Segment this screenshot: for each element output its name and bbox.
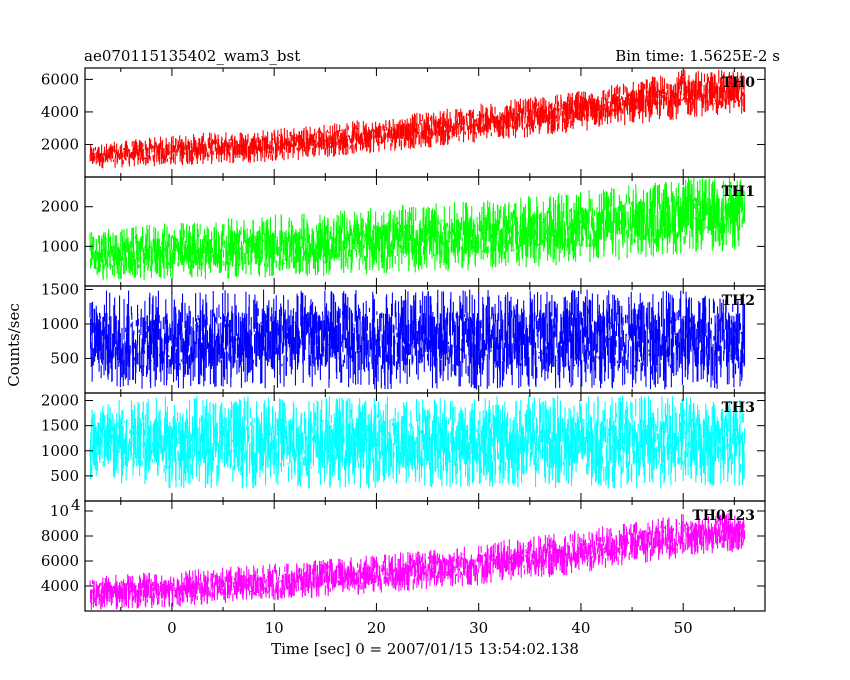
series-line-th3 [89, 395, 746, 489]
panel-label-th0: TH0 [722, 75, 756, 91]
x-tick-label: 20 [367, 619, 386, 637]
series-line-th0123 [89, 512, 746, 610]
panels-group: 2000 4000 6000 TH0 1000 2000 TH1 500 1000 1500 TH2… [41, 67, 766, 612]
y-tick-label: 6000 [41, 552, 79, 570]
y-tick-label: 2000 [41, 135, 79, 153]
chart-subtitle: Bin time: 1.5625E-2 s [615, 47, 780, 65]
x-tick-label: 30 [469, 619, 488, 637]
x-tick-label: 0 [167, 619, 177, 637]
y-tick-label: 1000 [41, 315, 79, 333]
x-axis-label: Time [sec] 0 = 2007/01/15 13:54:02.138 [271, 640, 579, 658]
y-axis-label: Counts/sec [5, 303, 23, 387]
chart-title: ae070115135402_wam3_bst [84, 47, 300, 65]
y-tick-label: 6000 [41, 70, 79, 88]
y-tick-label: 4000 [41, 103, 79, 121]
x-tick-label: 50 [674, 619, 693, 637]
panel-label-th0123: TH0123 [692, 508, 755, 524]
y-tick-label: 500 [50, 349, 79, 367]
y-tick-label: 1000 [41, 442, 79, 460]
x-tick-label: 10 [265, 619, 284, 637]
panel-th2: 500 1000 1500 TH2 [41, 280, 766, 394]
y-tick-label: 1500 [41, 280, 79, 298]
panel-label-th2: TH2 [722, 293, 755, 309]
y-tick-label: 10 [50, 502, 69, 520]
panel-th0: 2000 4000 6000 TH0 [41, 67, 766, 178]
series-line-th1 [89, 177, 746, 281]
y-tick-label: 8000 [41, 527, 79, 545]
series-line-th0 [89, 69, 746, 169]
panel-label-th3: TH3 [722, 400, 755, 416]
x-axis-tick-labels: 0 10 20 30 40 50 [167, 619, 693, 637]
series-line-th2 [89, 289, 746, 390]
x-tick-label: 40 [571, 619, 590, 637]
y-tick-label-exponent: 4 [71, 496, 81, 514]
panel-th1: 1000 2000 TH1 [41, 176, 766, 287]
panel-th0123: 4000 6000 8000 10 4 TH0123 [41, 496, 766, 612]
y-tick-label: 1000 [41, 237, 79, 255]
y-tick-label: 1500 [41, 417, 79, 435]
panel-label-th1: TH1 [722, 184, 755, 200]
panel-frame-th0123 [84, 500, 766, 612]
y-tick-label: 500 [50, 467, 79, 485]
y-tick-label: 2000 [41, 392, 79, 410]
y-tick-label: 2000 [41, 198, 79, 216]
y-tick-label: 4000 [41, 577, 79, 595]
